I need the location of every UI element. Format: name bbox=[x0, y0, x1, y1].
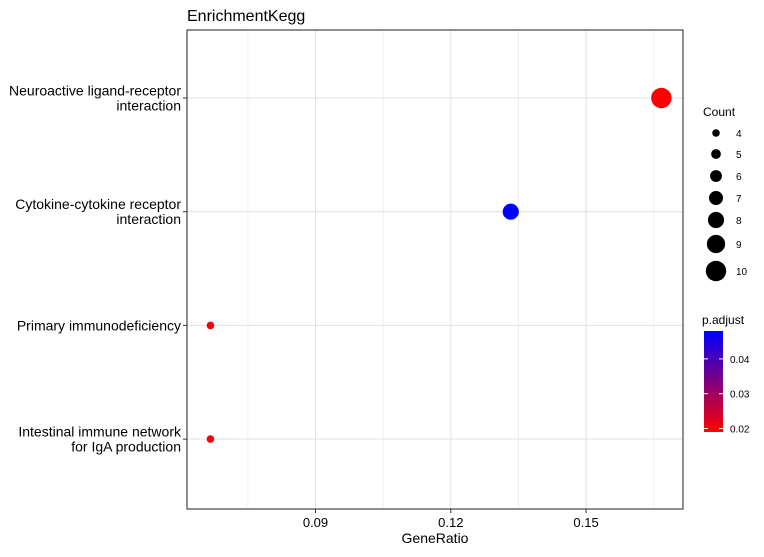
data-points bbox=[206, 87, 672, 443]
color-bar bbox=[704, 331, 723, 432]
count-legend-key bbox=[710, 170, 722, 182]
plot-panel-border bbox=[186, 29, 684, 510]
count-legend-key bbox=[712, 129, 720, 137]
color-bar-label: 0.02 bbox=[730, 425, 750, 436]
grid-lines bbox=[187, 30, 683, 509]
count-legend-key bbox=[706, 234, 726, 254]
x-tick-label: 0.15 bbox=[573, 515, 598, 530]
chart-title: EnrichmentKegg bbox=[187, 8, 305, 25]
count-legend-label: 9 bbox=[736, 240, 742, 251]
count-legend-key bbox=[711, 149, 721, 159]
count-legend-label: 4 bbox=[736, 129, 742, 140]
x-tick-label: 0.09 bbox=[303, 515, 328, 530]
data-point bbox=[206, 321, 215, 330]
x-axis-label: GeneRatio bbox=[402, 530, 469, 546]
y-tick-label-category: Neuroactive ligand-receptor interaction bbox=[9, 83, 181, 114]
data-point bbox=[651, 87, 672, 109]
data-point bbox=[206, 435, 215, 443]
y-tick-label-category: Intestinal immune network for IgA product… bbox=[18, 424, 182, 455]
count-legend-key bbox=[709, 191, 723, 205]
color-bar-label: 0.04 bbox=[730, 355, 750, 366]
y-tick-label-category: Primary immunodeficiency bbox=[17, 317, 181, 333]
color-bar-label: 0.03 bbox=[730, 390, 750, 401]
count-legend-label: 8 bbox=[736, 216, 742, 227]
count-legend-key bbox=[705, 260, 727, 282]
count-legend-label: 10 bbox=[736, 267, 748, 278]
count-legend-label: 5 bbox=[736, 150, 742, 161]
axes: 0.09 0.12 0.15 Neuroactive ligand-receptor i… bbox=[9, 83, 599, 531]
y-tick-label-category: Cytokine-cytokine receptor interaction bbox=[15, 196, 181, 227]
p-adjust-legend-title: p.adjust bbox=[702, 313, 745, 327]
count-legend-label: 7 bbox=[736, 194, 742, 205]
count-legend-label: 6 bbox=[736, 172, 742, 183]
count-legend-key bbox=[707, 211, 725, 229]
count-legend-title: Count bbox=[703, 105, 736, 119]
x-tick-label: 0.12 bbox=[438, 515, 463, 530]
data-point bbox=[502, 203, 519, 220]
p-adjust-legend: p.adjust 0.02 0.03 0.04 bbox=[702, 313, 750, 436]
